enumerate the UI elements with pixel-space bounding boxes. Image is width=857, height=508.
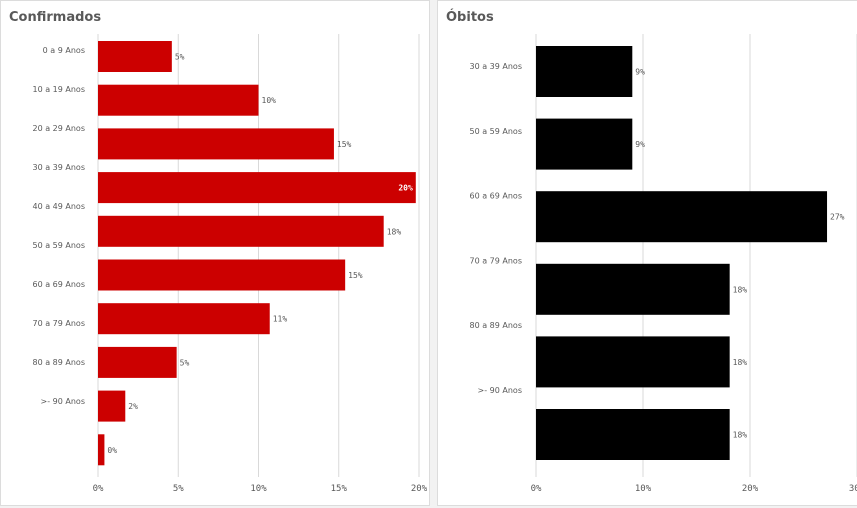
category-label: 40 a 49 Anos [33,202,86,211]
data-label: 0% [107,446,117,455]
data-label: 27% [830,213,845,222]
x-tick-label: 10% [635,484,652,494]
bar [536,191,828,243]
bar [98,172,416,204]
category-label: 50 a 59 Anos [470,127,523,136]
confirmados-panel: Confirmados 0% 5% 10% 15% 20% 5% 10% 15% 20% 18% 1… [0,0,430,506]
data-label: 18% [733,285,748,294]
x-tick-label: 0% [93,484,104,494]
obitos-panel: Óbitos 0% 10% 20% 30% 9% 9% 27% 18% 18% 18% 30 a 3… [437,0,857,506]
data-label: 20% [398,184,413,193]
bar [98,41,172,72]
category-label: 80 a 89 Anos [470,321,523,330]
category-label: 10 a 19 Anos [33,85,86,94]
chart-title: Confirmados [9,10,102,25]
bar [98,259,346,291]
chart-title: Óbitos [446,10,494,25]
category-label: 60 a 69 Anos [470,192,523,201]
bar [536,336,730,388]
category-label: 0 a 9 Anos [43,46,85,55]
data-label: 5% [180,358,190,367]
confirmados-chart: 0% 5% 10% 15% 20% 5% 10% 15% 20% 18% 15% 11% 5% 2% 0% 0… [33,34,428,494]
category-label: 30 a 39 Anos [470,62,523,71]
bar [98,434,105,466]
obitos-chart: 0% 10% 20% 30% 9% 9% 27% 18% 18% 18% 30 a 39 Anos 5… [470,34,857,494]
x-tick-label: 5% [173,484,184,494]
bar [98,215,384,247]
data-label: 11% [273,315,288,324]
category-label: 50 a 59 Anos [33,241,86,250]
data-label: 15% [337,140,352,149]
data-label: 18% [733,431,748,440]
bar [98,128,334,160]
data-label: 5% [175,53,185,62]
bar [536,46,633,97]
category-label: 30 a 39 Anos [33,163,86,172]
data-label: 9% [635,68,645,77]
data-label: 18% [387,227,402,236]
category-label: 60 a 69 Anos [33,280,86,289]
x-tick-label: 20% [411,484,428,494]
bar [98,303,270,335]
category-label: 70 a 79 Anos [33,319,86,328]
x-tick-label: 15% [331,484,348,494]
bar [536,118,633,170]
data-label: 15% [348,271,363,280]
bar [98,390,126,422]
bar [98,84,259,116]
data-label: 9% [635,140,645,149]
bar [98,346,177,378]
category-label: 80 a 89 Anos [33,358,86,367]
data-label: 2% [128,402,138,411]
category-label: 70 a 79 Anos [470,256,523,265]
x-tick-label: 30% [849,484,857,494]
x-tick-label: 20% [742,484,759,494]
x-tick-label: 10% [250,484,267,494]
category-label: >- 90 Anos [478,386,522,395]
data-label: 18% [733,358,748,367]
category-label: >- 90 Anos [41,397,85,406]
bar [536,263,730,315]
bar [536,409,730,460]
data-label: 10% [262,96,277,105]
x-tick-label: 0% [531,484,542,494]
category-label: 20 a 29 Anos [33,124,86,133]
